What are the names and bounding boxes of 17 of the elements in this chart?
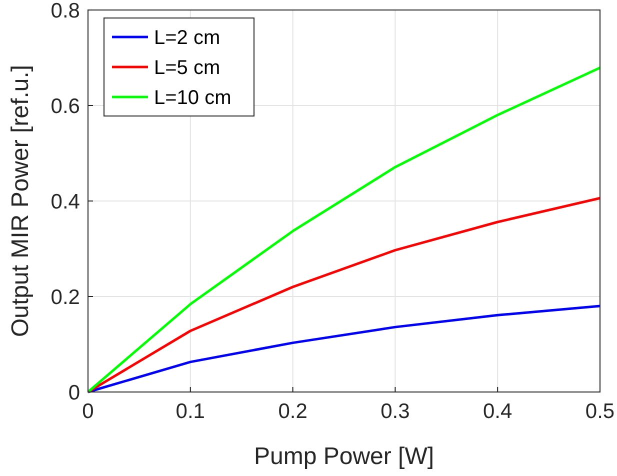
- legend-label: L=2 cm: [154, 27, 220, 49]
- y-tick-label: 0.4: [50, 190, 80, 214]
- x-tick-label: 0.5: [585, 400, 615, 423]
- y-tick-label: 0.8: [50, 0, 80, 22]
- x-axis-title: Pump Power [W]: [254, 443, 434, 470]
- x-tick-label: 0.1: [176, 400, 205, 423]
- x-tick-label: 0.4: [483, 400, 513, 423]
- y-axis-title: Output MIR Power [ref.u.]: [7, 64, 34, 338]
- legend-label: L=5 cm: [154, 57, 220, 79]
- legend-label: L=10 cm: [154, 87, 232, 109]
- y-tick-label: 0.6: [50, 94, 80, 118]
- x-tick-label: 0: [82, 400, 94, 423]
- x-tick-label: 0.2: [278, 400, 308, 423]
- y-tick-label: 0.2: [50, 286, 80, 309]
- line-series: [86, 304, 602, 394]
- y-tick-label: 0: [68, 381, 80, 404]
- x-tick-label: 0.3: [380, 400, 410, 423]
